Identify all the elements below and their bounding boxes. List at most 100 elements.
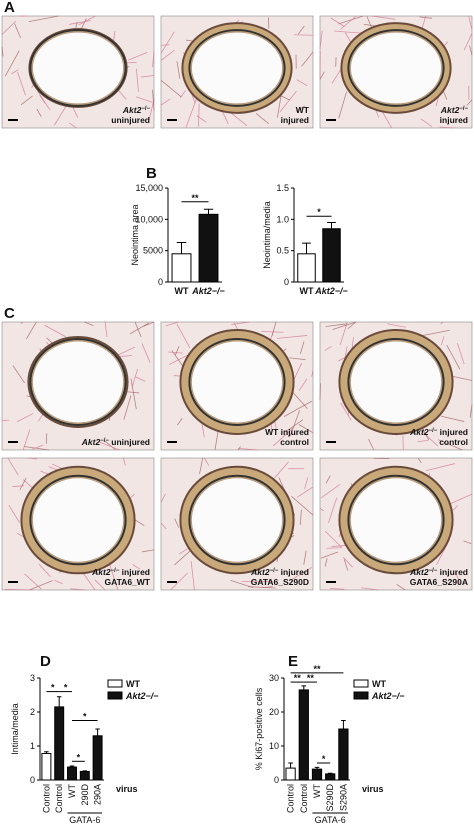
- tissue-fiber: [463, 33, 473, 51]
- micrograph-label: Akt2−/− injured: [409, 427, 468, 437]
- tissue-fiber: [38, 564, 51, 577]
- tissue-fiber: [343, 559, 349, 571]
- tissue-fiber: [84, 321, 94, 326]
- tissue-fiber: [304, 477, 309, 489]
- tissue-fiber: [328, 497, 338, 524]
- tissue-fiber: [419, 16, 433, 19]
- tissue-fiber: [425, 463, 456, 472]
- genotype: −/−: [111, 568, 120, 574]
- vessel-intima: [188, 29, 286, 107]
- significance-label: *: [317, 207, 321, 217]
- tissue-fiber: [299, 341, 305, 355]
- x-tick-label: WT: [175, 286, 189, 296]
- tissue-fiber: [24, 573, 42, 590]
- tissue-fiber: [463, 540, 472, 544]
- tissue-fiber: [417, 440, 428, 442]
- tissue-fiber: [274, 461, 289, 479]
- significance-label: *: [64, 683, 68, 693]
- micrograph-label: WT injured: [265, 427, 309, 437]
- genotype: −/−: [459, 106, 468, 112]
- label-text: uninjured: [109, 437, 150, 447]
- bar: [298, 689, 309, 781]
- tissue-fiber: [319, 71, 325, 80]
- y-tick-label: 0: [274, 775, 279, 785]
- tissue-fiber: [324, 530, 343, 548]
- tissue-fiber: [298, 424, 314, 434]
- tissue-fiber: [7, 457, 19, 476]
- tissue-fiber: [271, 321, 277, 337]
- tissue-fiber: [27, 457, 38, 460]
- x-tick-label: 290A: [93, 784, 103, 805]
- tissue-fiber: [174, 518, 180, 528]
- significance-label: **: [313, 664, 321, 674]
- micrograph-label: control: [280, 437, 309, 447]
- tissue-fiber: [296, 486, 313, 498]
- y-tick-label: 0: [158, 277, 163, 287]
- micrograph-label: Akt2−/−: [122, 105, 151, 115]
- tissue-fiber: [176, 61, 181, 79]
- tissue-fiber: [325, 323, 347, 327]
- tissue-fiber: [19, 477, 27, 491]
- tissue-fiber: [24, 446, 50, 451]
- tissue-fiber: [165, 321, 179, 327]
- tissue-fiber: [160, 98, 171, 106]
- tissue-fiber: [422, 432, 439, 447]
- group-label: GATA-6: [69, 815, 100, 825]
- tissue-fiber: [142, 549, 155, 553]
- x-tick-label: Control: [286, 784, 296, 813]
- gene-name: Akt2: [122, 105, 142, 115]
- tissue-fiber: [143, 321, 155, 327]
- tissue-fiber: [330, 17, 345, 27]
- tissue-fiber: [342, 557, 353, 568]
- error-bar: [69, 765, 75, 768]
- tissue-fiber: [449, 493, 473, 505]
- tissue-fiber: [319, 508, 325, 512]
- tissue-fiber: [152, 50, 155, 68]
- x-tick-label: WT: [67, 784, 77, 798]
- tissue-fiber: [104, 321, 108, 337]
- tissue-fiber: [366, 16, 373, 28]
- tissue-fiber: [339, 321, 348, 346]
- tissue-fiber: [248, 586, 276, 589]
- label-text: GATA6_S290D: [251, 577, 309, 587]
- vessel-lumen: [31, 477, 125, 563]
- label-text: injured: [440, 115, 468, 125]
- tissue-fiber: [12, 485, 24, 487]
- tissue-fiber: [69, 122, 77, 129]
- label-text: WT injured: [265, 427, 309, 437]
- tissue-fiber: [347, 321, 357, 329]
- label-text: WT: [296, 105, 310, 115]
- tissue-fiber: [361, 587, 379, 591]
- tissue-fiber: [20, 321, 24, 325]
- tissue-fiber: [141, 343, 151, 363]
- bar: [41, 752, 52, 781]
- tissue-fiber: [190, 561, 195, 591]
- micrograph-label: GATA6_S290A: [410, 577, 468, 587]
- tissue-fiber: [331, 544, 348, 547]
- error-bar: [203, 208, 214, 215]
- micrograph: Akt2−/− uninjured: [1, 321, 155, 451]
- tissue-fiber: [17, 71, 26, 96]
- micrograph: Akt2−/−uninjured: [1, 15, 155, 129]
- bar: [198, 213, 219, 283]
- tissue-fiber: [320, 484, 341, 499]
- tissue-fiber: [439, 126, 455, 129]
- group-label: GATA-6: [315, 815, 346, 825]
- vessel-lumen: [190, 340, 284, 424]
- gene-name: Akt2: [81, 437, 101, 447]
- y-tick-label: 10,000: [135, 214, 163, 224]
- legend-swatch: [353, 679, 369, 688]
- tissue-fiber: [326, 547, 342, 549]
- x-tick-label: WT: [312, 784, 322, 798]
- micrograph-label: GATA6_S290D: [251, 577, 309, 587]
- significance-label: **: [191, 193, 199, 203]
- tissue-fiber: [293, 34, 314, 36]
- y-axis-title: Neointima/media: [262, 201, 272, 269]
- tissue-fiber: [455, 572, 461, 585]
- tissue-fiber: [283, 400, 313, 418]
- legend-label: Akt2−/−: [125, 691, 159, 701]
- panel-label: C: [4, 305, 15, 322]
